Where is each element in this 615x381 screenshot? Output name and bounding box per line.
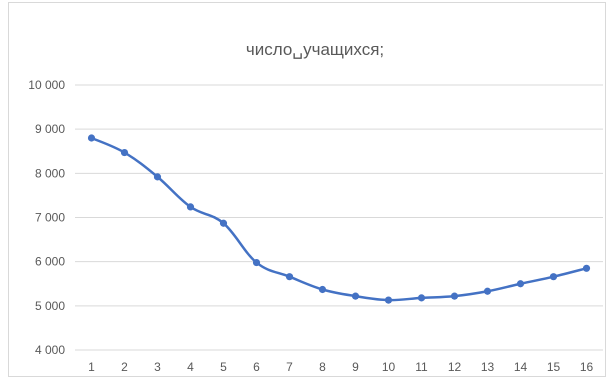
y-tick-label: 5 000	[35, 299, 65, 313]
chart-area: число␣учащихся; 4 000 5 000 6 000 7 000 8 00…	[8, 2, 606, 377]
x-tick-label: 7	[286, 360, 293, 374]
y-tick-label: 10 000	[28, 78, 65, 92]
x-tick-label: 3	[154, 360, 161, 374]
x-tick-label: 13	[481, 360, 495, 374]
y-tick-label: 4 000	[35, 343, 65, 357]
data-point	[516, 280, 525, 288]
x-tick-label: 2	[121, 360, 128, 374]
x-tick-label: 15	[547, 360, 561, 374]
x-axis-tick-labels: 1 2 3 4 5 6 7 8 9 10 11 12 13 14 15 16	[88, 360, 593, 374]
data-point	[483, 287, 492, 295]
data-point	[351, 292, 360, 300]
x-tick-label: 6	[253, 360, 260, 374]
y-tick-label: 7 000	[35, 211, 65, 225]
line-chart: число␣учащихся; 4 000 5 000 6 000 7 000 8 00…	[28, 40, 603, 374]
x-tick-label: 16	[580, 360, 594, 374]
x-tick-label: 10	[382, 360, 396, 374]
series-layer	[87, 134, 591, 304]
data-point	[318, 285, 327, 294]
data-point	[87, 134, 96, 142]
y-tick-label: 6 000	[35, 255, 65, 269]
data-point	[252, 258, 261, 267]
data-point	[450, 292, 459, 300]
series-line	[90, 136, 588, 302]
data-point	[582, 264, 591, 272]
data-point	[186, 203, 195, 211]
data-point	[120, 148, 129, 157]
data-point	[285, 273, 294, 281]
x-tick-label: 12	[448, 360, 462, 374]
data-point	[549, 273, 558, 281]
data-point	[417, 294, 426, 302]
chart-title: число␣учащихся;	[246, 40, 384, 59]
x-tick-label: 4	[187, 360, 194, 374]
data-point	[153, 173, 162, 181]
data-point	[384, 296, 393, 304]
x-tick-label: 11	[415, 360, 428, 374]
y-tick-label: 9 000	[35, 122, 65, 136]
x-tick-label: 8	[319, 360, 326, 374]
y-tick-label: 8 000	[35, 166, 65, 180]
x-tick-label: 1	[88, 360, 95, 374]
x-tick-label: 5	[220, 360, 227, 374]
data-point	[219, 219, 228, 227]
y-axis-tick-labels: 4 000 5 000 6 000 7 000 8 000 9 000 10 000	[28, 78, 65, 357]
x-tick-label: 9	[352, 360, 359, 374]
gridlines	[75, 84, 603, 351]
x-tick-label: 14	[514, 360, 528, 374]
